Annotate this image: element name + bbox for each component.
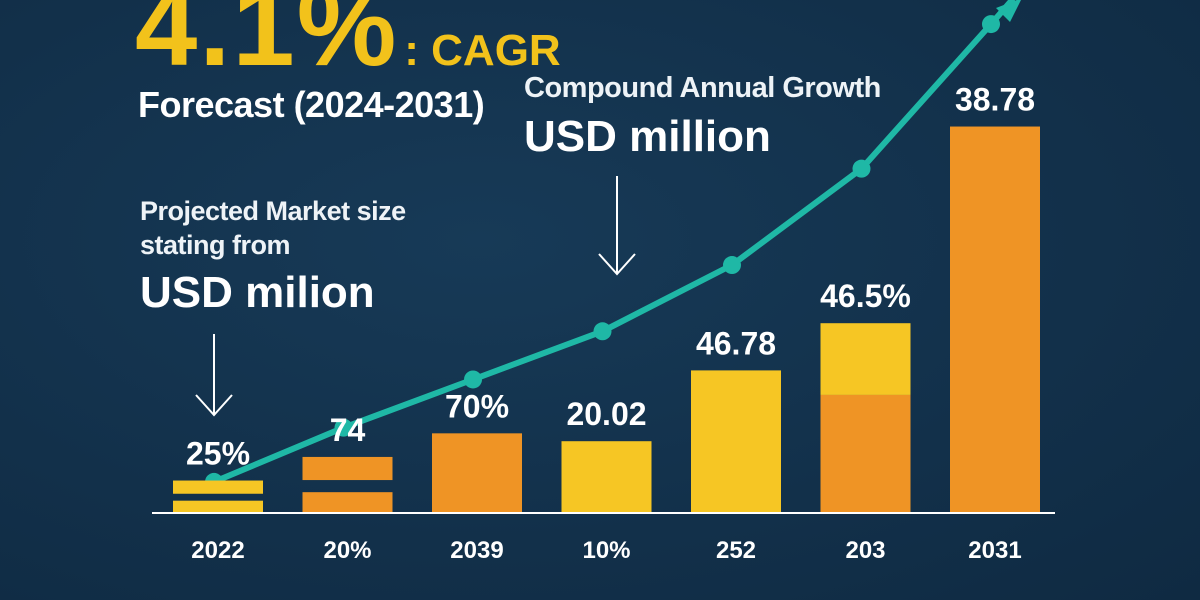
x-tick-labels: 2022 20% 2039 10% 252 203 2031: [191, 537, 1021, 564]
x-tick-label-1: 2022: [191, 537, 244, 564]
bar-3-data-label: 70%: [445, 388, 509, 424]
trend-point-3: [464, 370, 482, 389]
bar-5-fill: [691, 370, 781, 512]
trend-point-5: [723, 256, 741, 275]
bar-3: [432, 433, 522, 512]
arrow-cag: [598, 176, 636, 276]
arrow-projected-head: [195, 394, 233, 417]
headline-cagr-suffix: : CAGR: [404, 26, 561, 75]
headline-cagr-value: 4.1%: [135, 0, 399, 89]
x-tick-label-4: 10%: [582, 537, 630, 564]
headline: 4.1%: CAGR: [135, 0, 561, 91]
bar-4-fill: [561, 441, 652, 512]
bar-6-upper-segment: [820, 323, 911, 395]
trend-point-4: [593, 322, 612, 341]
cag-annotation-unit: USD million: [524, 112, 771, 161]
bar-4-data-label: 20.02: [566, 396, 646, 432]
labels-group: 25% 74 70% 20.02 46.78 46.5% 38.78: [186, 82, 1035, 472]
forecast-subtitle: Forecast (2024-2031): [138, 84, 485, 125]
bar-2-data-label: 74: [330, 412, 366, 448]
bar-6-lower-segment: [820, 394, 911, 512]
bar-4: [561, 441, 652, 512]
bar-1: [173, 480, 263, 512]
trend-point-6: [852, 159, 871, 178]
bar-2-lower-segment: [302, 492, 393, 512]
bar-5: [691, 370, 781, 512]
bar-2: [302, 456, 393, 512]
bar-7-fill: [950, 126, 1040, 513]
arrow-projected: [195, 334, 233, 417]
trend-line-group: [205, 0, 1021, 491]
projected-annotation-line1: Projected Market size: [140, 196, 406, 226]
bar-6-data-label: 46.5%: [820, 278, 911, 314]
trend-line: [211, 0, 1015, 485]
cag-annotation-label: Compound Annual Growth: [524, 72, 881, 104]
bars-group: [173, 126, 1040, 513]
trend-point-7: [982, 15, 1000, 34]
bar-3-fill: [432, 433, 522, 512]
trend-arrowhead: [996, 0, 1021, 22]
x-tick-label-6: 203: [845, 537, 885, 564]
arrow-cag-head: [598, 253, 636, 276]
projected-annotation-line2: stating from: [140, 230, 291, 260]
bar-7: [950, 126, 1040, 513]
bar-7-data-label: 38.78: [955, 82, 1035, 118]
projected-annotation-unit: USD milion: [140, 268, 375, 317]
bar-6: [820, 323, 911, 512]
x-tick-label-7: 2031: [968, 537, 1021, 564]
trend-point-2: [334, 418, 353, 437]
x-tick-label-2: 20%: [323, 537, 371, 564]
bar-1-upper-segment: [173, 480, 263, 494]
bar-1-data-label: 25%: [186, 436, 250, 472]
bar-1-lower-segment: [173, 500, 263, 512]
bar-2-upper-segment: [302, 456, 393, 481]
bar-5-data-label: 46.78: [696, 325, 776, 361]
x-tick-label-5: 252: [716, 537, 756, 564]
x-tick-label-3: 2039: [450, 537, 503, 564]
